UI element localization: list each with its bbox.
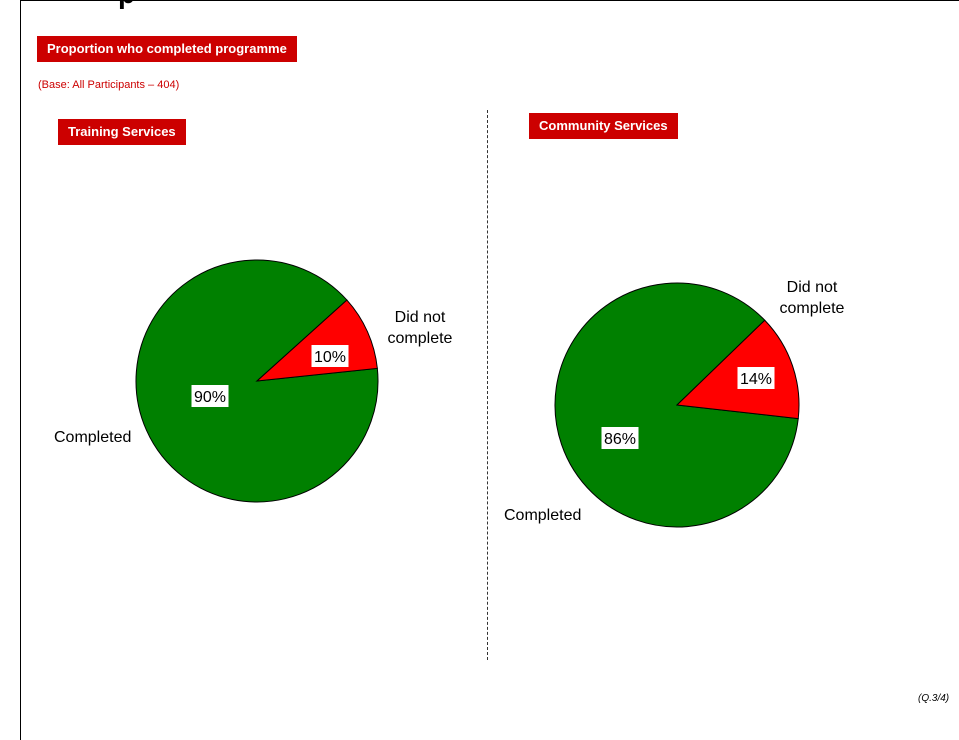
chart-divider xyxy=(487,110,488,660)
slice-name-label: Completed xyxy=(54,429,131,446)
data-label: 10% xyxy=(314,349,346,366)
footnote: (Q.3/4) xyxy=(918,693,950,704)
data-label: 14% xyxy=(740,371,772,388)
data-label: 86% xyxy=(604,431,636,448)
section-label: Proportion who completed programme xyxy=(37,36,297,62)
base-note: (Base: All Participants – 404) xyxy=(38,79,180,91)
pie-training: 90% 10% Completed Did not complete xyxy=(54,259,453,503)
pie-community: 86% 14% Completed Did not complete xyxy=(504,279,845,528)
data-label-bg xyxy=(601,427,639,449)
data-label-bg xyxy=(311,345,349,367)
data-label-bg xyxy=(737,367,775,389)
data-label: 90% xyxy=(194,389,226,406)
slice-name-label: Did not complete xyxy=(780,279,845,317)
chart-title-training: Training Services xyxy=(58,119,186,145)
pie-charts: 90% 10% Completed Did not complete 86% 14% Com… xyxy=(54,259,845,528)
chart-title-community: Community Services xyxy=(529,113,678,139)
slice-name-label: Did not complete xyxy=(388,309,453,347)
slide-title-fragment: p xyxy=(118,0,135,10)
data-label-bg xyxy=(191,385,229,407)
slide-frame xyxy=(20,0,959,740)
slice-name-label: Completed xyxy=(504,507,581,524)
